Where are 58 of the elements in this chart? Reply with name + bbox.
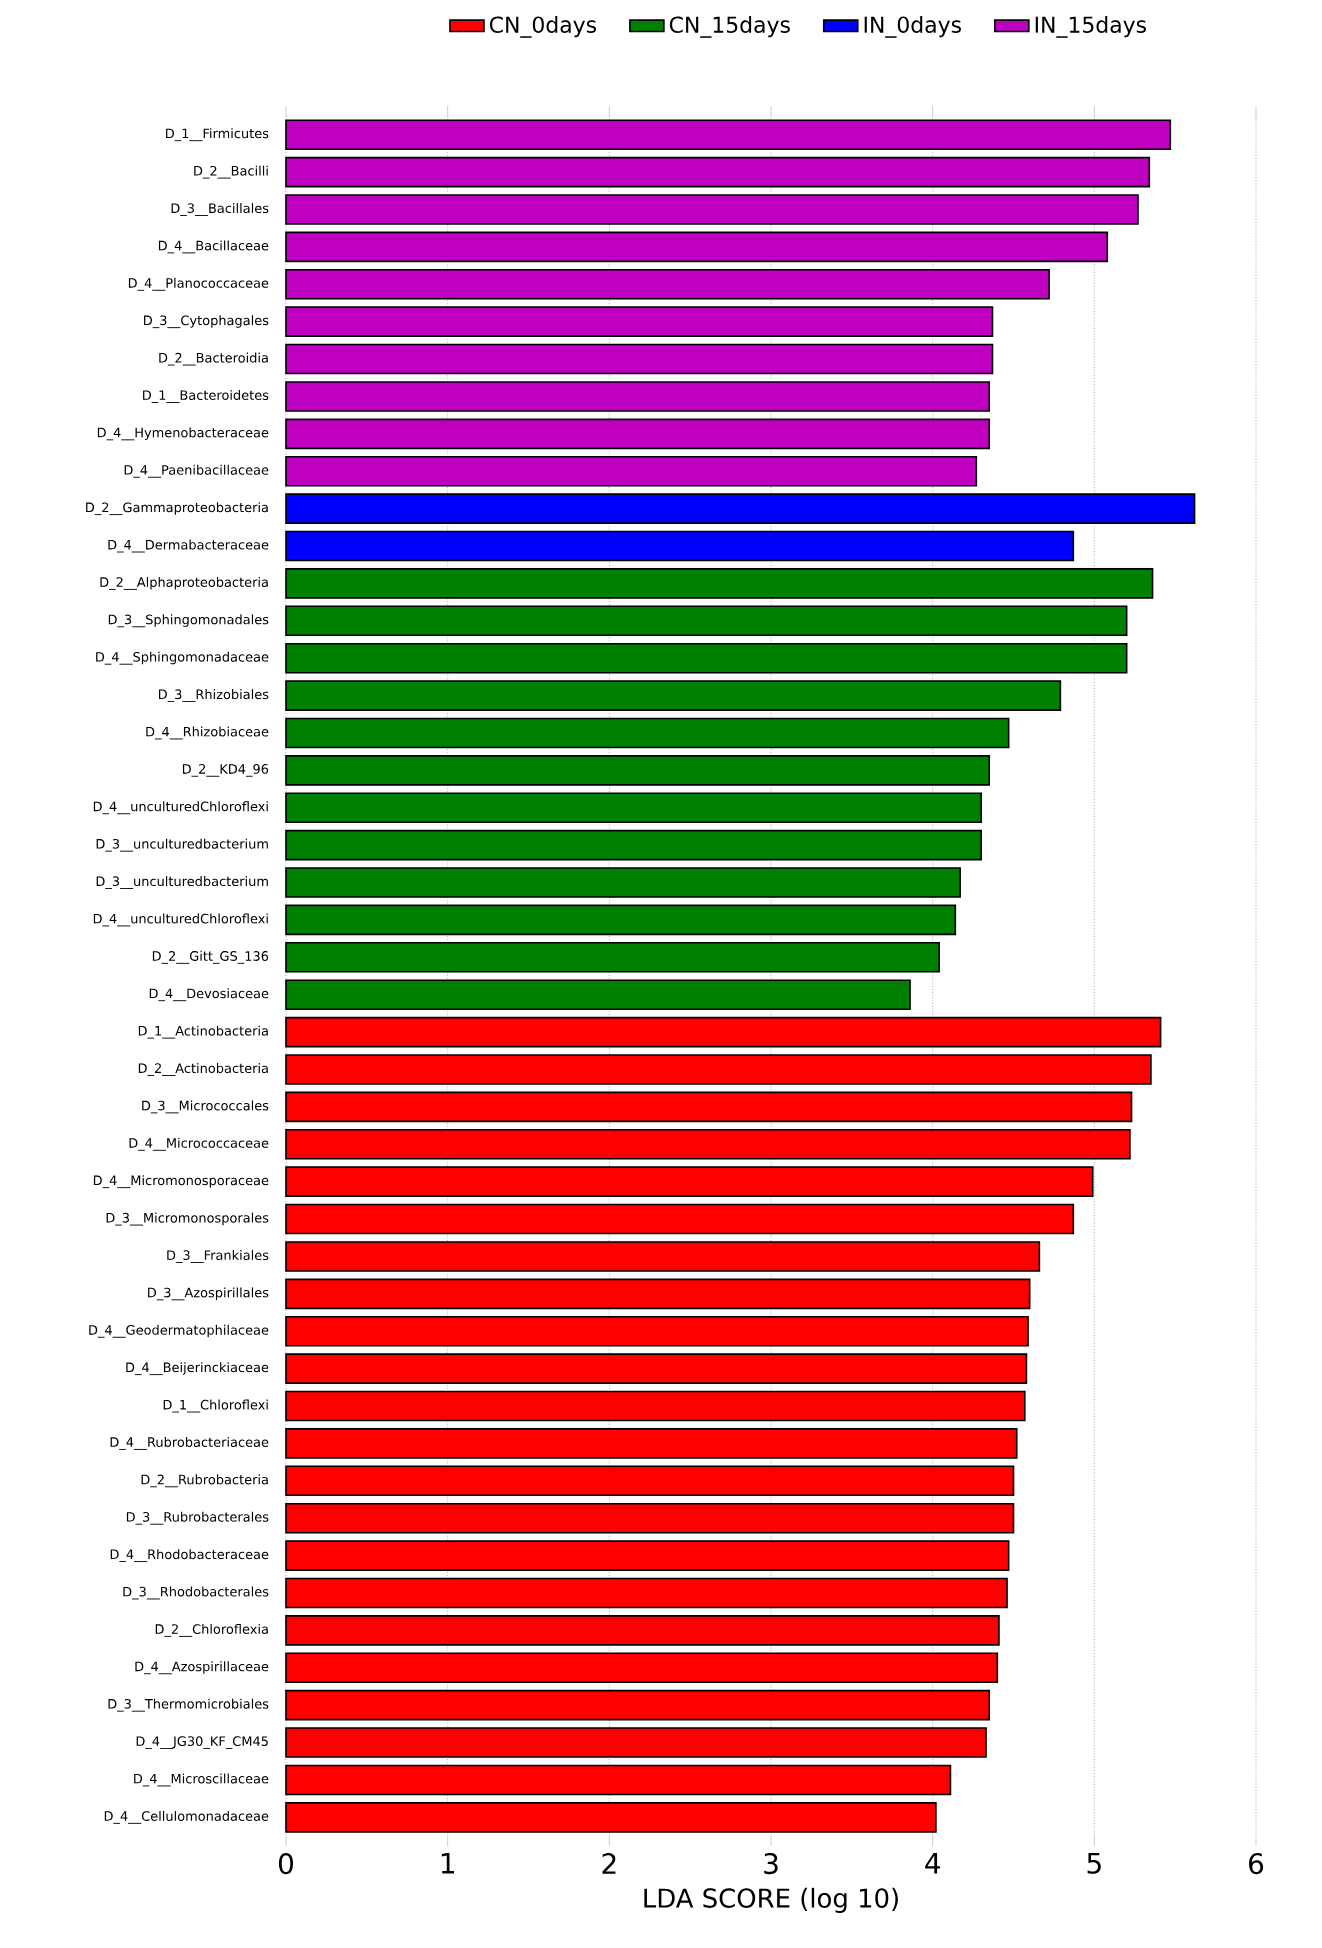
bar xyxy=(285,306,994,337)
bar xyxy=(285,1091,1133,1123)
bar xyxy=(285,1315,1029,1347)
bar xyxy=(285,418,991,450)
bar xyxy=(285,979,911,1011)
bar xyxy=(285,942,940,973)
bar xyxy=(285,1428,1018,1459)
bar xyxy=(285,343,994,375)
bar xyxy=(285,1390,1026,1422)
bar xyxy=(285,1016,1162,1048)
bar xyxy=(285,119,1172,150)
bar xyxy=(285,1652,999,1684)
bar xyxy=(285,493,1196,524)
x-tick-label: 3 xyxy=(764,1853,778,1875)
x-tick-label: 6 xyxy=(1249,1853,1264,1875)
bar xyxy=(285,1166,1094,1197)
bar xyxy=(285,1465,1015,1497)
bar xyxy=(285,381,991,412)
bar xyxy=(285,1353,1028,1384)
x-tick-label: 5 xyxy=(1087,1853,1101,1874)
bar xyxy=(285,755,991,786)
bar xyxy=(285,680,1062,711)
bar xyxy=(285,1502,1015,1534)
x-axis-title: LDA SCORE (log 10) xyxy=(644,1887,898,1913)
bar xyxy=(285,1689,991,1721)
legend-label: CN_15days xyxy=(669,15,790,38)
bar xyxy=(285,867,961,898)
bar xyxy=(285,194,1139,225)
bar xyxy=(285,829,982,861)
bar xyxy=(285,156,1151,188)
bar xyxy=(285,455,978,487)
bar xyxy=(285,904,957,936)
bar xyxy=(285,1540,1010,1571)
bar xyxy=(285,1241,1041,1272)
bar xyxy=(285,268,1050,300)
bar xyxy=(285,1764,952,1796)
bar xyxy=(285,792,982,824)
x-tick-label: 0 xyxy=(278,1853,294,1875)
bar xyxy=(285,1054,1152,1085)
x-tick-label: 1 xyxy=(441,1853,454,1874)
bar xyxy=(285,1278,1031,1310)
bar xyxy=(285,568,1154,599)
bar xyxy=(285,1203,1075,1235)
bar xyxy=(285,605,1128,637)
bar xyxy=(285,1727,987,1758)
bar xyxy=(285,231,1109,263)
legend-label: IN_0days xyxy=(864,15,961,38)
bar xyxy=(285,530,1075,562)
bar xyxy=(285,642,1128,674)
bar xyxy=(285,1802,937,1833)
bar xyxy=(285,717,1010,749)
x-tick-label: 2 xyxy=(602,1853,616,1874)
bar xyxy=(285,1615,1000,1646)
bar xyxy=(285,1128,1131,1160)
legend-label: IN_15days xyxy=(1035,15,1146,38)
legend-label: CN_0days xyxy=(489,15,597,38)
x-tick-label: 4 xyxy=(925,1853,940,1874)
bar xyxy=(285,1577,1008,1609)
